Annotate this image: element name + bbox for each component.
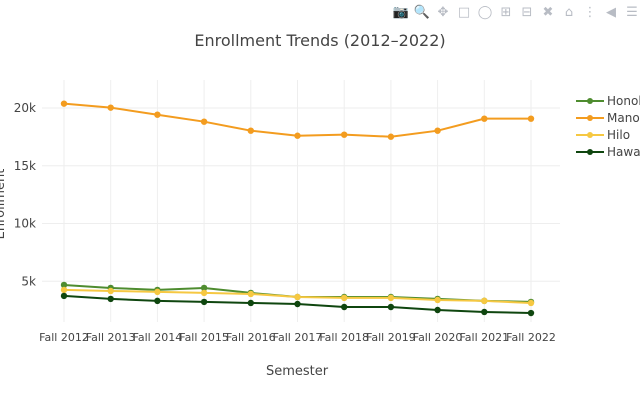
spike-lines-icon[interactable]: ⋮	[583, 4, 597, 20]
legend-label: Hilo	[607, 128, 630, 142]
x-tick-label: Fall 2012	[39, 331, 89, 344]
x-tick-label: Fall 2013	[86, 331, 136, 344]
data-point	[200, 298, 208, 306]
legend-marker	[587, 115, 593, 121]
x-tick-label: Fall 2017	[273, 331, 323, 344]
data-point	[527, 299, 535, 307]
data-point	[154, 111, 161, 118]
zoom-icon[interactable]: 🔍	[413, 4, 431, 20]
data-point	[247, 299, 254, 307]
series-hilo	[60, 286, 535, 307]
data-point	[60, 286, 68, 294]
series-manoa	[60, 100, 535, 140]
lasso-select-icon[interactable]: ◯	[477, 4, 493, 20]
data-point	[481, 308, 488, 316]
y-axis-title: Enrollment	[0, 169, 8, 240]
data-point	[387, 294, 395, 302]
data-point	[60, 281, 68, 289]
y-tick-label: 20k	[14, 101, 36, 115]
x-tick-label: Fall 2019	[366, 331, 416, 344]
data-point	[481, 115, 488, 122]
reset-axes-icon[interactable]: ⌂	[564, 4, 574, 20]
x-tick-label: Fall 2015	[179, 331, 229, 344]
data-point	[107, 287, 114, 295]
data-point	[387, 133, 395, 140]
y-tick-label: 10k	[14, 217, 36, 231]
data-point	[434, 127, 441, 134]
data-point	[107, 295, 114, 303]
data-point	[341, 294, 348, 302]
legend-marker	[587, 149, 593, 155]
legend-item[interactable]: Honolu	[576, 94, 640, 108]
data-point	[154, 297, 161, 305]
legend-label: Hawai`	[607, 145, 640, 159]
data-point	[107, 104, 114, 111]
y-tick-label: 15k	[14, 159, 36, 173]
data-point	[154, 288, 161, 296]
hover-closest-icon[interactable]: ◀	[606, 4, 616, 20]
zoom-in-icon[interactable]: ⊞	[500, 4, 512, 20]
zoom-out-icon[interactable]: ⊟	[521, 4, 533, 20]
chart-title: Enrollment Trends (2012–2022)	[194, 31, 445, 50]
data-point	[200, 118, 208, 125]
legend-label: Manoa	[607, 111, 640, 125]
legend-marker	[587, 98, 593, 104]
x-tick-label: Fall 2021	[459, 331, 509, 344]
data-point	[294, 132, 301, 139]
data-point	[341, 303, 348, 311]
legend-label: Honolu	[607, 94, 640, 108]
data-point	[247, 127, 254, 134]
legend-item[interactable]: Manoa	[576, 111, 640, 125]
data-point	[247, 290, 254, 298]
data-point	[294, 293, 301, 301]
data-point	[200, 284, 208, 292]
data-point	[481, 297, 488, 305]
legend-item[interactable]: Hawai`	[576, 145, 640, 159]
data-point	[434, 296, 441, 304]
data-point	[60, 100, 68, 107]
autoscale-icon[interactable]: ✖	[542, 4, 554, 20]
x-axis-title: Semester	[266, 364, 329, 379]
x-tick-label: Fall 2018	[319, 331, 369, 344]
modebar: 📷 🔍 ✥ □ ◯ ⊞ ⊟ ✖ ⌂ ⋮ ◀ ☰	[393, 4, 640, 20]
x-tick-label: Fall 2022	[506, 331, 556, 344]
data-point	[200, 289, 208, 297]
pan-icon[interactable]: ✥	[437, 4, 449, 20]
data-point	[434, 306, 441, 314]
legend-marker	[587, 132, 593, 138]
data-point	[527, 309, 535, 317]
data-point	[527, 115, 535, 122]
box-select-icon[interactable]: □	[457, 4, 471, 20]
camera-icon[interactable]: 📷	[392, 4, 410, 20]
data-point	[294, 300, 301, 308]
data-point	[387, 303, 395, 311]
x-tick-label: Fall 2020	[413, 331, 463, 344]
data-point	[341, 131, 348, 138]
hover-compare-icon[interactable]: ☰	[626, 4, 638, 20]
series-hawai	[60, 292, 535, 317]
y-tick-label: 5k	[21, 274, 36, 288]
legend-item[interactable]: Hilo	[576, 128, 630, 142]
x-tick-label: Fall 2014	[133, 331, 183, 344]
x-tick-label: Fall 2016	[226, 331, 276, 344]
data-point	[60, 292, 68, 300]
